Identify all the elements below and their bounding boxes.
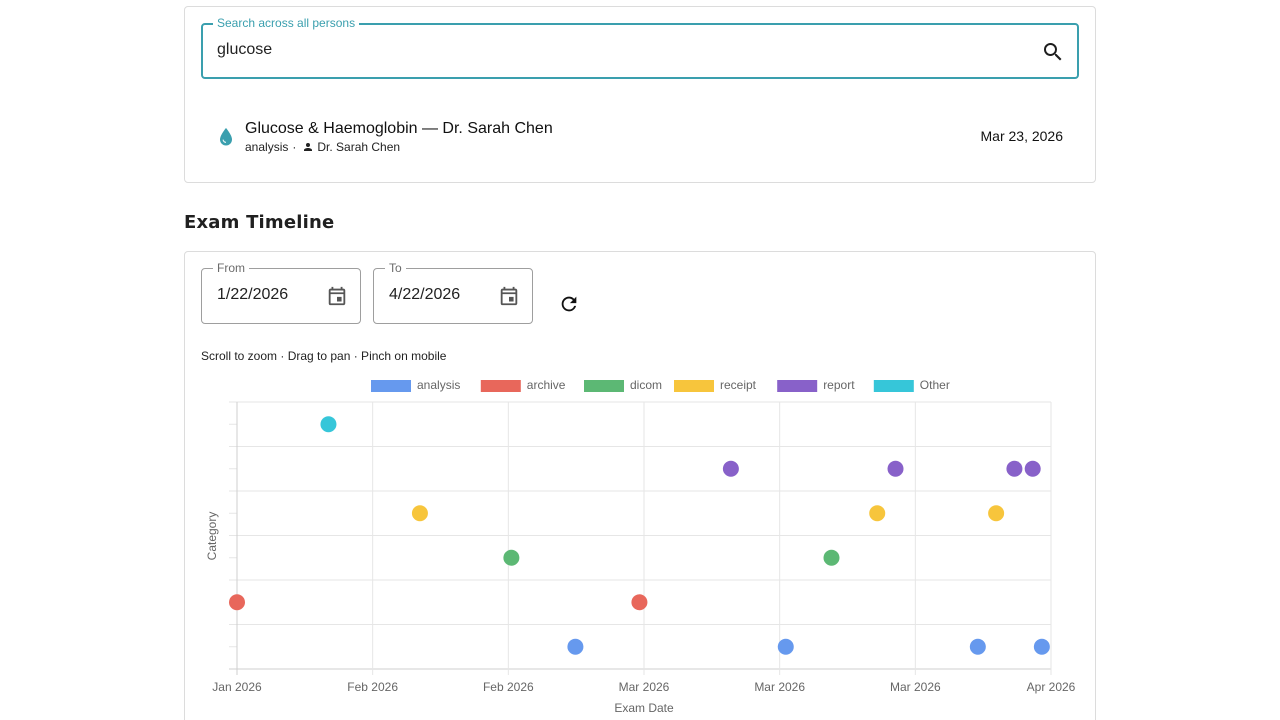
timeline-card: From 1/22/2026 To 4/22/2026 Scroll to zo… (184, 251, 1096, 720)
legend-swatch (674, 380, 714, 392)
search-input[interactable]: glucose (217, 41, 273, 58)
legend-item-archive[interactable]: archive (480, 378, 566, 392)
chart-axes: Jan 2026 Feb 2026 Feb 2026 Mar 2026 Mar 2026… (212, 680, 1075, 694)
calendar-icon[interactable] (326, 285, 348, 307)
legend-label: analysis (417, 378, 460, 392)
search-field[interactable]: Search across all persons glucose (201, 16, 1079, 79)
data-point-analysis[interactable] (777, 638, 794, 655)
refresh-icon (558, 293, 580, 320)
data-point-receipt[interactable] (411, 505, 428, 522)
data-point-archive[interactable] (229, 594, 245, 611)
water-drop-icon (217, 126, 235, 148)
legend-swatch (584, 380, 624, 392)
zoom-hint: Scroll to zoom · Drag to pan · Pinch on … (201, 349, 447, 363)
x-tick-label: Feb 2026 (347, 680, 398, 694)
data-point-report[interactable] (722, 460, 739, 477)
from-date-label: From (213, 261, 249, 275)
x-tick-label: Apr 2026 (1027, 680, 1076, 694)
data-point-report[interactable] (1006, 460, 1023, 477)
result-date: Mar 23, 2026 (980, 128, 1064, 144)
result-category: analysis (245, 140, 289, 154)
data-point-other[interactable] (320, 416, 337, 433)
chart-legend[interactable]: analysis archive dicom receipt report Other (371, 378, 950, 392)
chart-grid (229, 401, 1052, 675)
data-point-dicom[interactable] (823, 549, 840, 566)
legend-swatch (480, 380, 521, 392)
to-date-label: To (385, 261, 406, 275)
legend-label: dicom (630, 378, 662, 392)
x-tick-label: Feb 2026 (483, 680, 534, 694)
result-meta: analysis · Dr. Sarah Chen (245, 140, 400, 154)
data-point-receipt[interactable] (988, 505, 1005, 522)
search-field-label: Search across all persons (213, 16, 360, 30)
data-point-report[interactable] (1024, 460, 1041, 477)
legend-swatch (371, 380, 411, 392)
legend-label: Other (920, 378, 950, 392)
legend-label: receipt (720, 378, 757, 392)
legend-swatch (777, 380, 818, 392)
legend-item-other[interactable]: Other (873, 378, 950, 392)
x-tick-label: Jan 2026 (212, 680, 262, 694)
from-date-input[interactable]: 1/22/2026 (217, 286, 289, 303)
chart-points[interactable] (229, 416, 1050, 655)
result-separator: · (292, 140, 297, 154)
result-person: Dr. Sarah Chen (317, 140, 401, 154)
from-date-field[interactable]: From 1/22/2026 (201, 261, 361, 324)
legend-item-receipt[interactable]: receipt (674, 378, 757, 392)
data-point-analysis[interactable] (969, 638, 986, 655)
section-title: Exam Timeline (184, 212, 335, 233)
to-date-input[interactable]: 4/22/2026 (389, 286, 461, 303)
x-tick-label: Mar 2026 (619, 680, 670, 694)
search-card: Search across all persons glucose Glucos… (184, 6, 1096, 183)
refresh-button[interactable] (555, 292, 583, 320)
legend-swatch (873, 380, 914, 392)
data-point-report[interactable] (887, 460, 904, 477)
data-point-analysis[interactable] (1033, 638, 1050, 655)
legend-item-report[interactable]: report (777, 378, 855, 392)
data-point-dicom[interactable] (503, 549, 520, 566)
search-result-item[interactable]: Glucose & Haemoglobin — Dr. Sarah Chen a… (201, 115, 1079, 159)
legend-label: report (823, 378, 855, 392)
search-icon[interactable] (1041, 40, 1065, 64)
calendar-icon[interactable] (498, 285, 520, 307)
x-tick-label: Mar 2026 (890, 680, 941, 694)
legend-item-analysis[interactable]: analysis (371, 378, 460, 392)
data-point-archive[interactable] (631, 594, 648, 611)
legend-label: archive (527, 378, 566, 392)
x-tick-label: Mar 2026 (754, 680, 805, 694)
person-icon (302, 141, 314, 153)
y-axis-title: Category (205, 512, 219, 561)
x-axis-title: Exam Date (614, 701, 674, 715)
data-point-analysis[interactable] (567, 638, 584, 655)
result-title: Glucose & Haemoglobin — Dr. Sarah Chen (245, 120, 553, 137)
to-date-field[interactable]: To 4/22/2026 (373, 261, 533, 324)
data-point-receipt[interactable] (869, 505, 886, 522)
legend-item-dicom[interactable]: dicom (584, 378, 662, 392)
